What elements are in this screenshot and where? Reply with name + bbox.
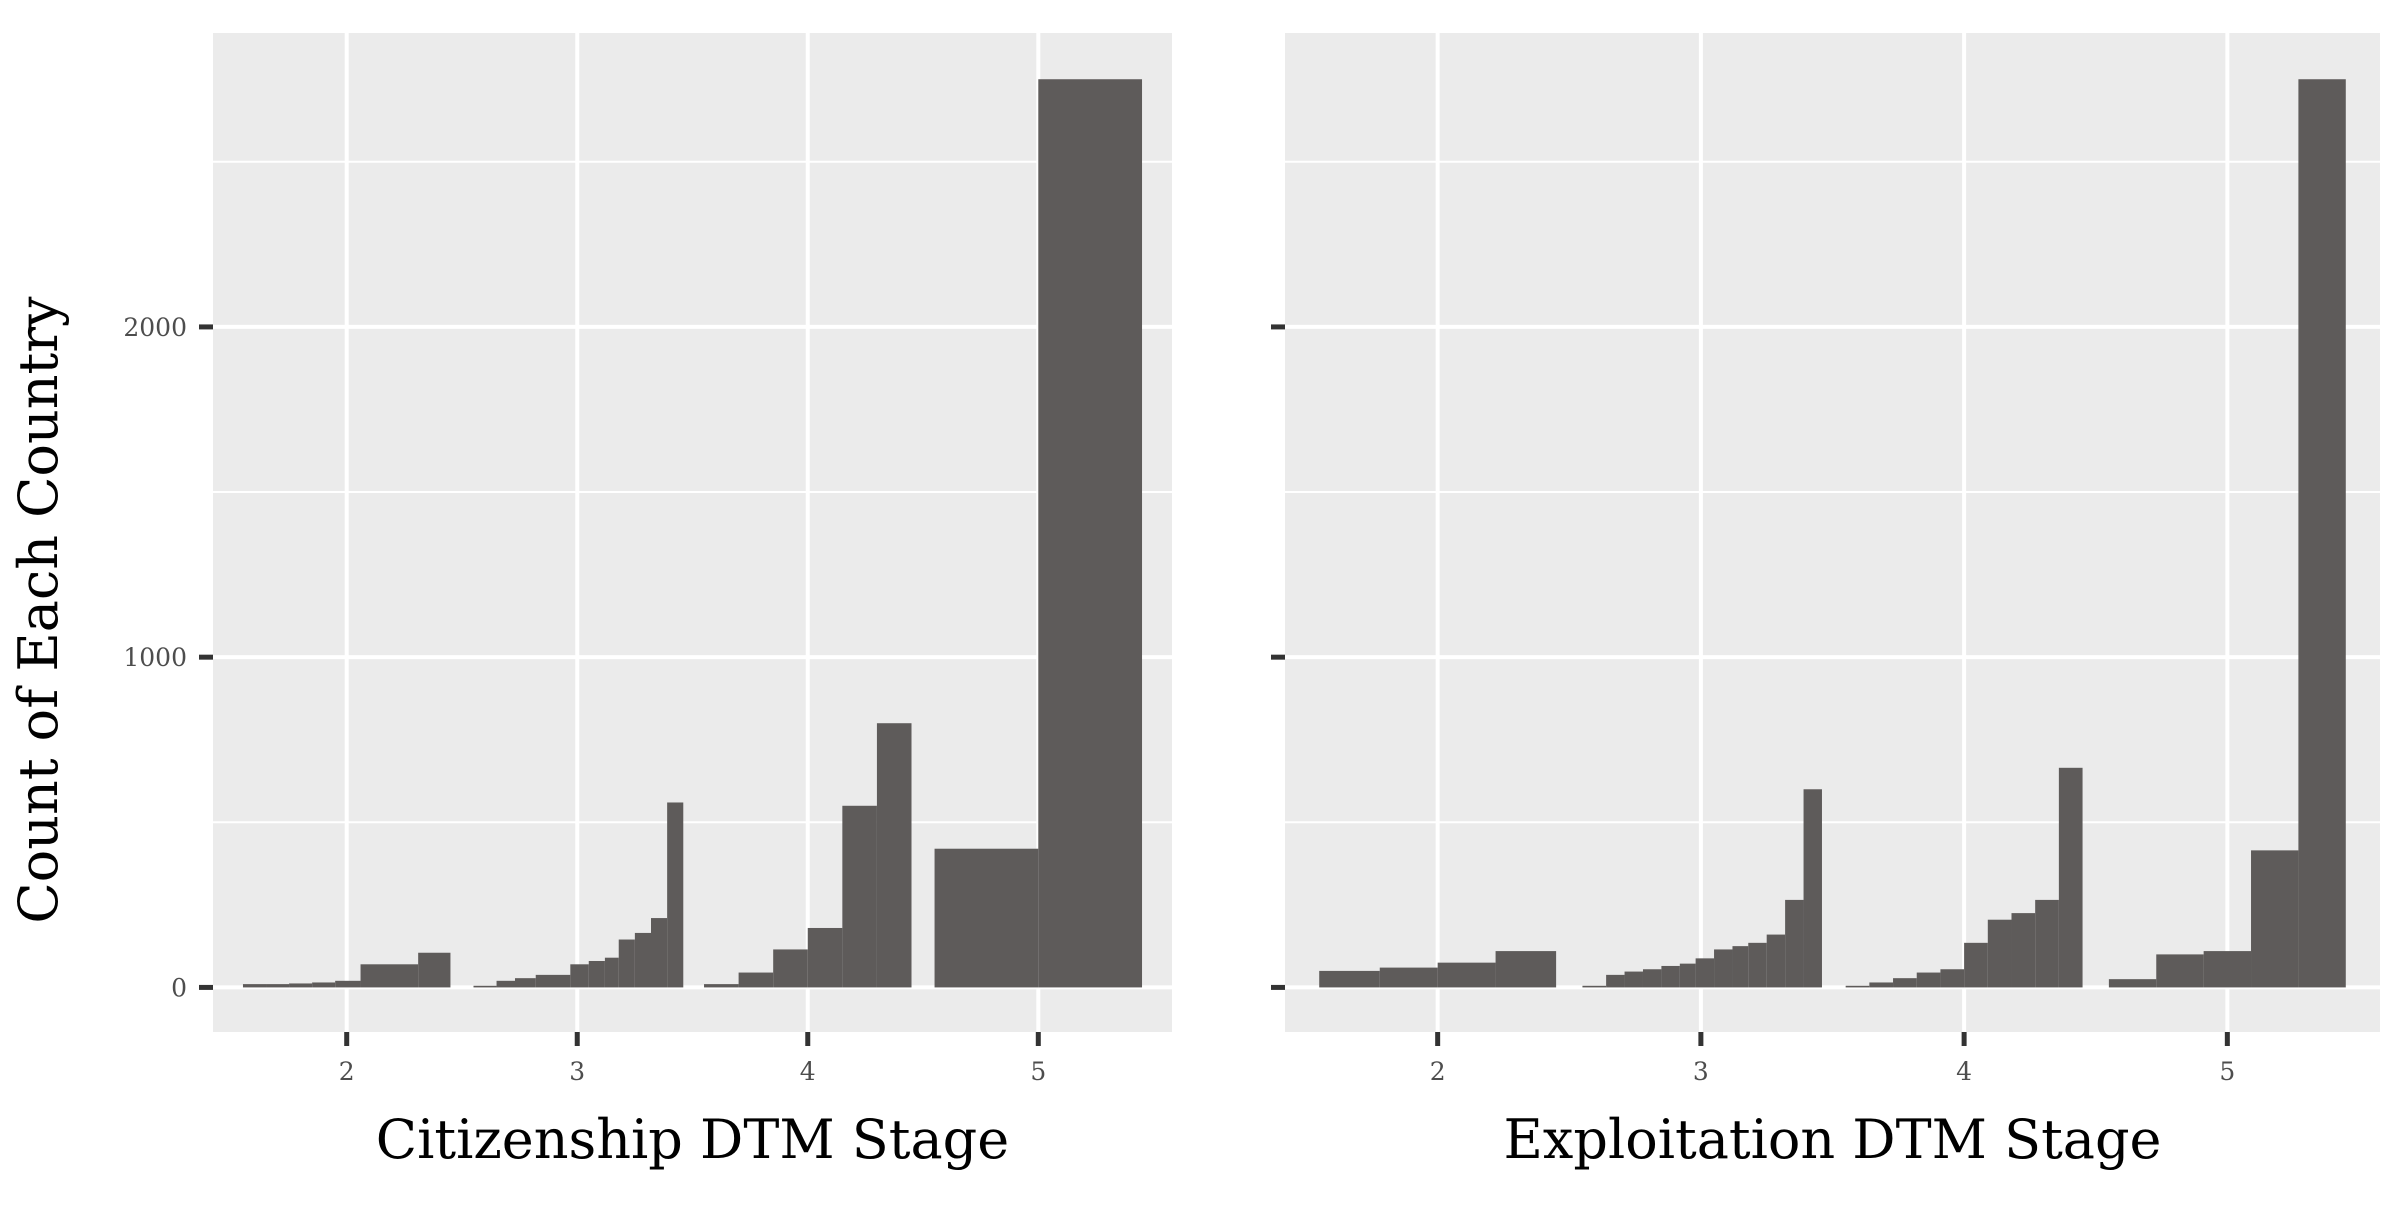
citizenship-bar xyxy=(807,927,843,988)
citizenship-bar xyxy=(335,980,361,988)
exploitation-bar xyxy=(2035,899,2059,988)
citizenship-bar xyxy=(704,984,739,988)
exploitation-panel-background xyxy=(1285,33,2380,1032)
exploitation-bar xyxy=(1642,969,1662,988)
citizenship-bar xyxy=(242,984,267,988)
citizenship-x-tick-label: 2 xyxy=(339,1057,355,1086)
exploitation-bar xyxy=(1379,967,1438,988)
exploitation-bar xyxy=(2108,979,2157,988)
citizenship-bar xyxy=(360,964,419,988)
citizenship-x-tick-label: 5 xyxy=(1030,1057,1046,1086)
citizenship-bar xyxy=(934,848,1039,988)
citizenship-bar xyxy=(289,983,313,988)
exploitation-x-axis-title: Exploitation DTM Stage xyxy=(1504,1108,2162,1171)
exploitation-bar xyxy=(1803,789,1822,988)
exploitation-x-tick-label: 2 xyxy=(1430,1057,1446,1086)
exploitation-bar xyxy=(1869,982,1894,988)
citizenship-bar xyxy=(604,957,619,988)
citizenship-bar xyxy=(266,984,290,988)
citizenship-bar xyxy=(667,802,684,988)
exploitation-bar xyxy=(1748,942,1767,988)
exploitation-bar xyxy=(1766,934,1786,988)
citizenship-bar xyxy=(496,980,515,988)
citizenship-bar xyxy=(1038,79,1143,988)
exploitation-bar xyxy=(1695,958,1715,988)
citizenship-bar xyxy=(418,952,451,988)
citizenship-bar xyxy=(773,949,808,988)
exploitation-bar xyxy=(1319,970,1380,988)
citizenship-bar xyxy=(473,985,497,988)
exploitation-x-tick-label: 4 xyxy=(1956,1057,1972,1086)
exploitation-bar xyxy=(1495,951,1557,988)
exploitation-bar xyxy=(2251,850,2299,988)
exploitation-bar xyxy=(1893,978,1917,988)
citizenship-bar xyxy=(570,964,589,988)
citizenship-y-tick-label: 2000 xyxy=(123,313,187,342)
citizenship-bar xyxy=(876,723,912,988)
exploitation-bar xyxy=(1582,985,1607,988)
citizenship-bar xyxy=(535,974,571,988)
exploitation-bar xyxy=(1987,919,2012,988)
exploitation-bar xyxy=(1437,962,1496,988)
exploitation-bar xyxy=(1714,949,1733,988)
exploitation-bar xyxy=(2011,913,2036,988)
exploitation-bar xyxy=(1661,965,1680,988)
citizenship-bar xyxy=(651,918,668,988)
exploitation-bar xyxy=(1606,974,1625,988)
exploitation-bar xyxy=(1845,985,1870,988)
exploitation-bar xyxy=(1624,971,1643,988)
citizenship-bar xyxy=(588,960,605,988)
exploitation-bar xyxy=(1940,969,1965,988)
exploitation-bar xyxy=(2298,79,2346,988)
exploitation-bar xyxy=(1679,963,1696,988)
citizenship-bar xyxy=(738,972,774,988)
citizenship-y-tick-label: 1000 xyxy=(123,643,187,672)
exploitation-bar xyxy=(1916,972,1941,988)
exploitation-bar xyxy=(2156,954,2204,988)
citizenship-bar xyxy=(514,978,536,988)
exploitation-bar xyxy=(1964,942,1988,988)
citizenship-x-tick-label: 3 xyxy=(569,1057,585,1086)
y-axis-title: Count of Each Country xyxy=(7,296,70,924)
citizenship-x-axis-title: Citizenship DTM Stage xyxy=(376,1108,1009,1171)
citizenship-bar xyxy=(634,932,652,988)
citizenship-y-tick-label: 0 xyxy=(171,973,187,1002)
exploitation-x-tick-label: 5 xyxy=(2219,1057,2235,1086)
citizenship-bar xyxy=(618,939,635,988)
exploitation-bar xyxy=(1785,899,1804,988)
exploitation-panel: 2 3 4 5 Exploitation DTM Stage xyxy=(1271,33,2380,1171)
citizenship-x-tick-label: 4 xyxy=(800,1057,816,1086)
exploitation-x-tick-label: 3 xyxy=(1693,1057,1709,1086)
exploitation-bar xyxy=(1732,946,1749,988)
exploitation-bar xyxy=(2058,767,2083,988)
citizenship-panel: 2 3 4 5 0 1000 2000 Citizenship DTM Stage xyxy=(123,33,1172,1171)
exploitation-bar xyxy=(2203,951,2252,988)
citizenship-bar xyxy=(312,982,336,988)
citizenship-bar xyxy=(842,805,877,988)
